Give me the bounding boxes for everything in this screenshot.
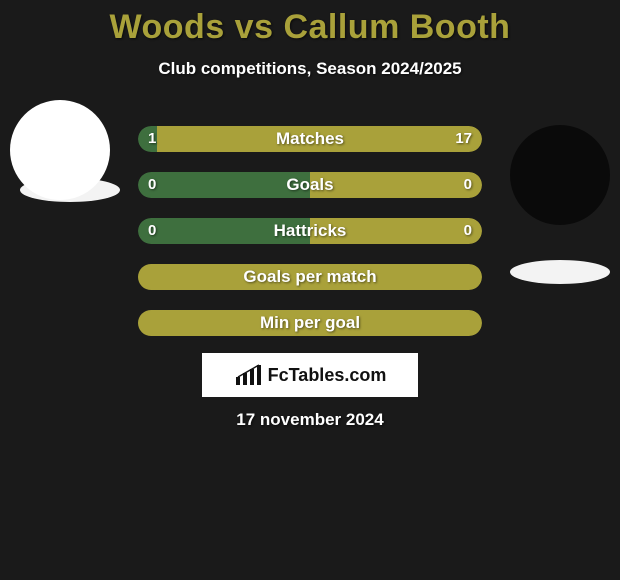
stat-bar-right-value: 0 <box>454 172 482 198</box>
stat-bar-left-value: 1 <box>138 126 166 152</box>
player-right-shadow <box>510 260 610 284</box>
stat-bar-row: Goals per match <box>138 264 482 290</box>
stat-bar-left-value: 0 <box>138 172 166 198</box>
comparison-title: Woods vs Callum Booth <box>0 0 620 47</box>
player-left-shadow <box>20 178 120 202</box>
player-right-avatar <box>510 125 610 225</box>
stat-bars-container: Matches117Goals00Hattricks00Goals per ma… <box>138 126 482 336</box>
stat-bar-label: Matches <box>138 126 482 152</box>
stat-bar-row: Hattricks0 0 <box>138 218 482 244</box>
source-logo: FcTables.com <box>202 353 418 397</box>
stat-bar-row: Matches1 17 <box>138 126 482 152</box>
stat-bar-label: Min per goal <box>138 310 482 336</box>
stat-bar-label: Goals <box>138 172 482 198</box>
stat-bar-row: Min per goal <box>138 310 482 336</box>
stat-bar-right-value: 17 <box>445 126 482 152</box>
stat-bar-left-value: 0 <box>138 218 166 244</box>
stat-bar-row: Goals0 0 <box>138 172 482 198</box>
stat-bar-right-value: 0 <box>454 218 482 244</box>
stat-bar-label: Hattricks <box>138 218 482 244</box>
date-text: 17 november 2024 <box>0 410 620 430</box>
stat-bar-label: Goals per match <box>138 264 482 290</box>
bar-chart-icon <box>234 363 264 387</box>
source-logo-text: FcTables.com <box>268 365 387 386</box>
comparison-subtitle: Club competitions, Season 2024/2025 <box>0 59 620 79</box>
